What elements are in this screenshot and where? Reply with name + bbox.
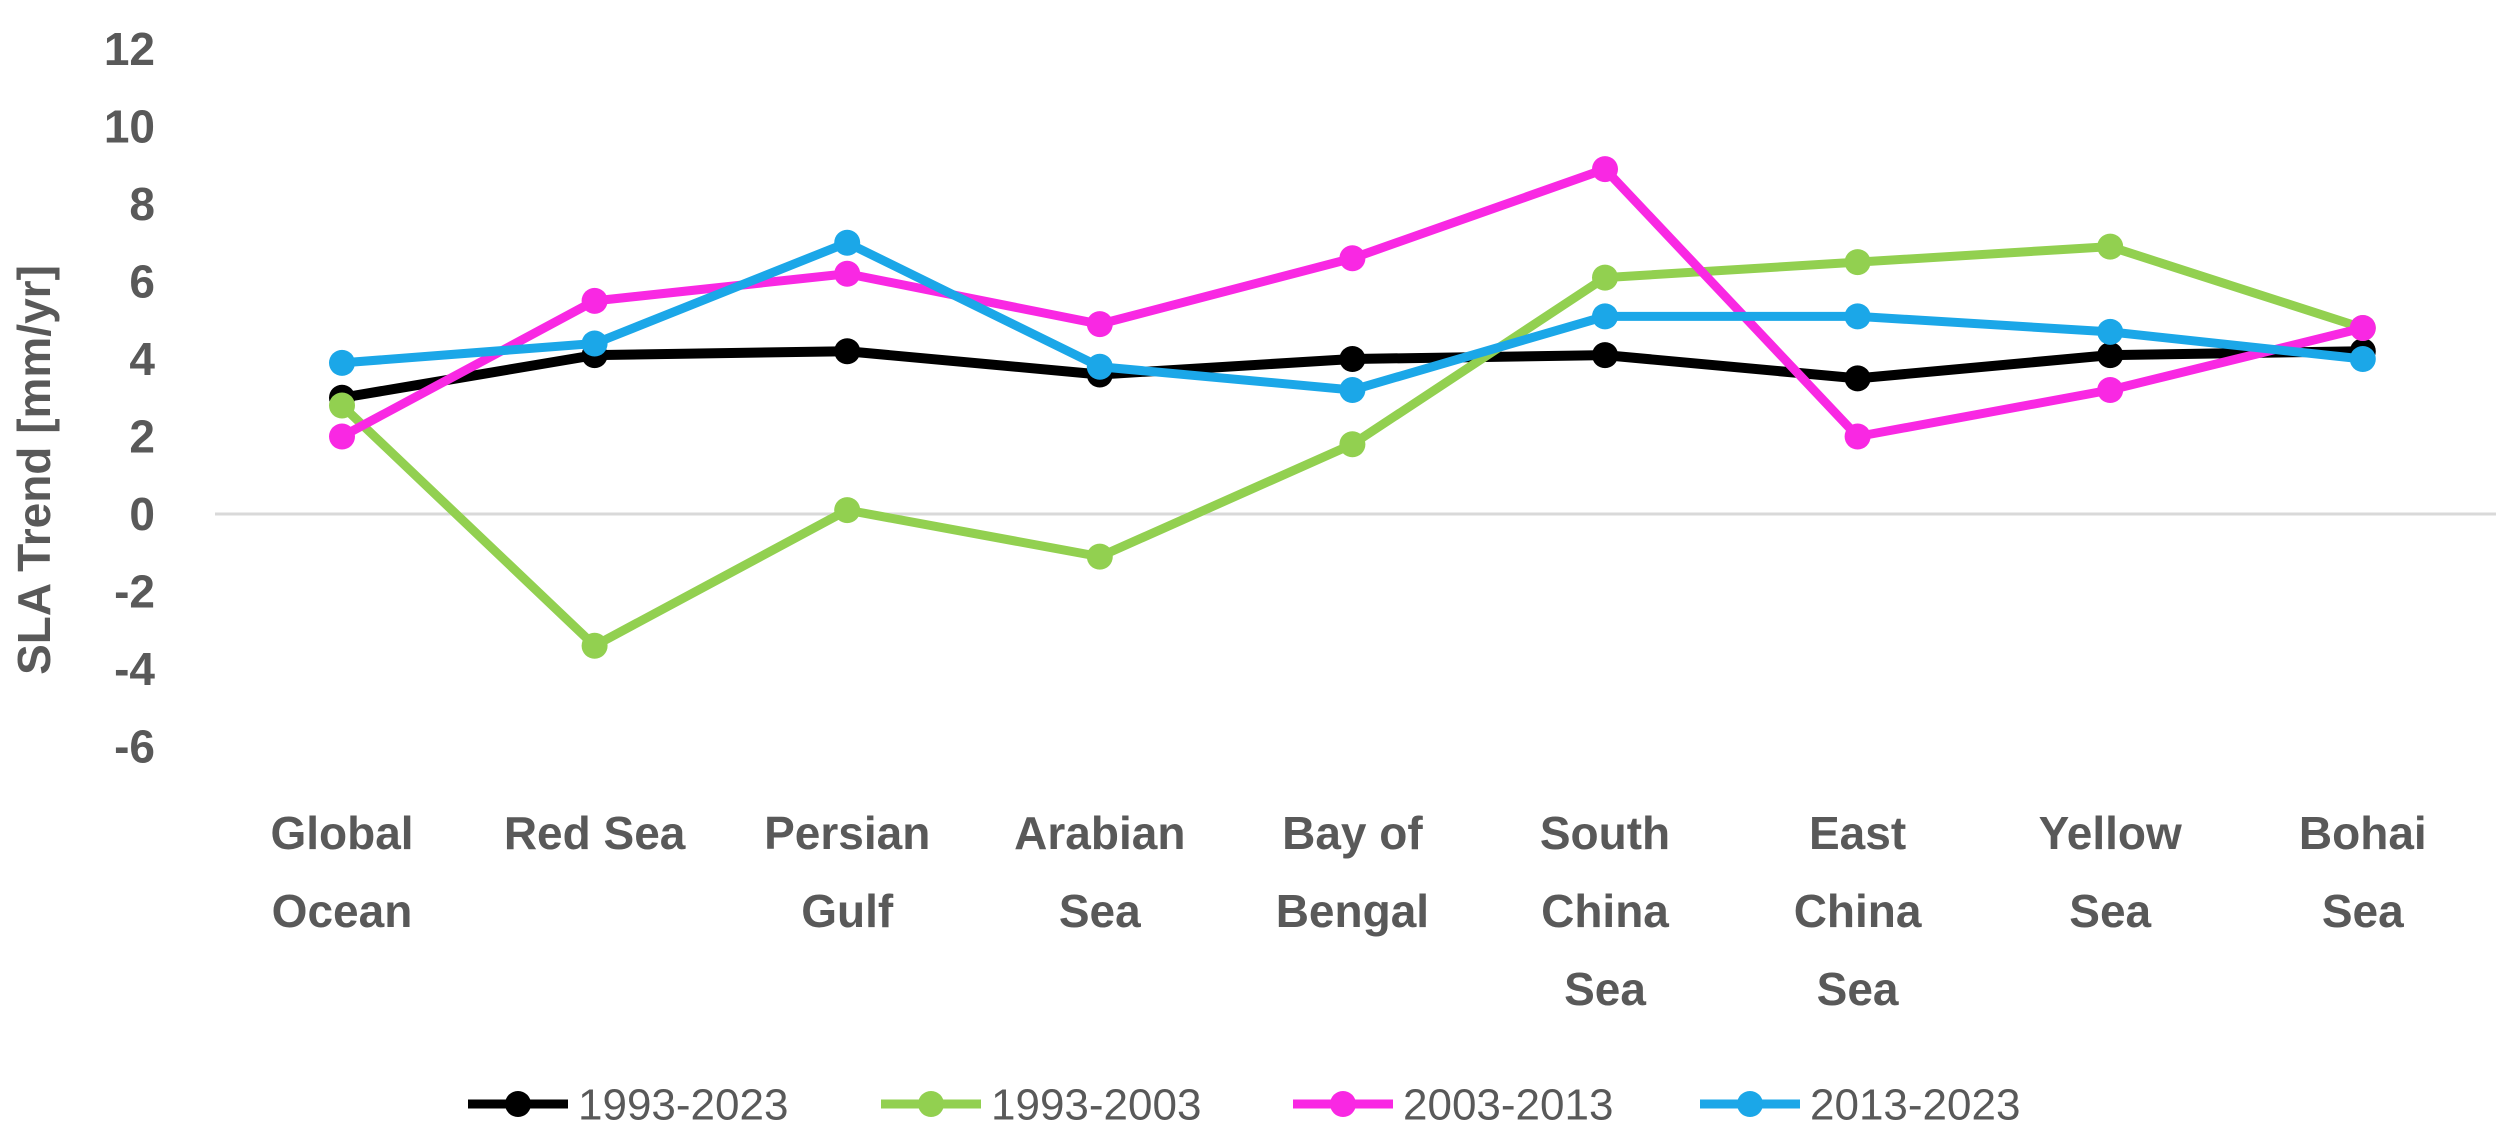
y-tick-10: 10	[104, 101, 155, 153]
point-2013-2023-Persian Gulf	[834, 229, 861, 256]
point-1993-2003-East China Sea	[1844, 249, 1871, 276]
point-2013-2023-East China Sea	[1844, 303, 1871, 330]
data-series	[329, 156, 2376, 659]
point-1993-2003-Yellow Sea	[2097, 233, 2124, 260]
category-label-line: Arabian	[1014, 807, 1185, 859]
point-2003-2013-Persian Gulf	[834, 260, 861, 287]
y-tick-2: 2	[129, 411, 155, 463]
category-label-Yellow Sea: Yellow Sea	[2039, 807, 2182, 937]
category-label-line: Red Sea	[504, 807, 686, 859]
category-label-line: South	[1540, 807, 1670, 859]
point-2003-2013-Bay of Bengal	[1339, 245, 1366, 272]
category-label-South China Sea: South China Sea	[1540, 807, 1670, 1015]
category-label-Global Ocean: Global Ocean	[270, 807, 413, 937]
point-2003-2013-Arabian Sea	[1086, 311, 1113, 338]
series-2003-2013	[329, 156, 2376, 450]
y-tick-6: 6	[129, 256, 155, 308]
category-label-Persian Gulf: Persian Gulf	[764, 807, 930, 937]
legend-item-1993-2023: 1993-2023	[468, 1080, 788, 1129]
point-2003-2013-Yellow Sea	[2097, 377, 2124, 403]
point-2003-2013-East China Sea	[1844, 423, 1871, 450]
category-label-line: Bengal	[1276, 885, 1429, 937]
point-2013-2023-Bay of Bengal	[1339, 377, 1366, 403]
legend-marker-dot	[918, 1091, 944, 1117]
point-1993-2003-Persian Gulf	[834, 497, 861, 524]
category-label-line: Yellow	[2039, 807, 2182, 859]
category-label-Red Sea: Red Sea	[504, 807, 686, 859]
legend-item-1993-2003: 1993-2003	[881, 1080, 1201, 1129]
category-label-line: Bohai	[2299, 807, 2427, 859]
point-2013-2023-Yellow Sea	[2097, 318, 2124, 345]
point-1993-2023-East China Sea	[1844, 365, 1871, 392]
legend-item-2013-2023: 2013-2023	[1700, 1080, 2020, 1129]
y-tick-8: 8	[129, 178, 155, 230]
point-2003-2013-South China Sea	[1592, 156, 1618, 183]
point-2003-2013-Bohai Sea	[2349, 315, 2376, 341]
series-1993-2003	[329, 233, 2376, 659]
point-2013-2023-Red Sea	[581, 330, 608, 357]
legend-label: 2003-2013	[1403, 1080, 1613, 1129]
y-tick-4: 4	[129, 333, 155, 385]
point-2013-2023-Bohai Sea	[2349, 346, 2376, 372]
y-tick-0: 0	[129, 488, 155, 540]
category-label-line: Bay of	[1282, 807, 1423, 859]
category-label-Bay of Bengal: Bay of Bengal	[1276, 807, 1429, 937]
series-1993-2023	[329, 338, 2376, 411]
category-label-line: Ocean	[272, 885, 413, 937]
y-tick--4: -4	[114, 643, 155, 695]
point-1993-2003-South China Sea	[1592, 264, 1618, 291]
legend-label: 1993-2023	[578, 1080, 788, 1129]
point-1993-2023-Bay of Bengal	[1339, 346, 1366, 372]
category-label-line: Sea	[1817, 963, 1899, 1015]
point-1993-2003-Arabian Sea	[1086, 543, 1113, 570]
series-2013-2023	[329, 229, 2376, 403]
legend-item-2003-2013: 2003-2013	[1293, 1080, 1613, 1129]
category-label-Arabian Sea: Arabian Sea	[1014, 807, 1185, 937]
point-2013-2023-South China Sea	[1592, 303, 1618, 330]
point-2003-2013-Red Sea	[581, 287, 608, 314]
category-label-line: Persian	[764, 807, 930, 859]
category-label-line: Global	[270, 807, 413, 859]
point-1993-2023-South China Sea	[1592, 342, 1618, 369]
legend-label: 2013-2023	[1810, 1080, 2020, 1129]
category-label-East China Sea: East China Sea	[1794, 807, 1922, 1015]
category-label-line: Gulf	[801, 885, 894, 937]
point-1993-2003-Bay of Bengal	[1339, 431, 1366, 458]
y-axis-title: SLA Trend [mm/yr]	[8, 265, 60, 675]
legend-marker-dot	[1330, 1091, 1356, 1117]
category-label-line: China	[1541, 885, 1669, 937]
category-label-line: Sea	[1059, 885, 1141, 937]
category-label-line: Sea	[1564, 963, 1646, 1015]
point-2013-2023-Global Ocean	[329, 349, 355, 376]
point-1993-2003-Red Sea	[581, 632, 608, 659]
legend: 1993-2023 1993-2003 2003-2013 2013-2023	[468, 1080, 2020, 1129]
point-1993-2023-Persian Gulf	[834, 338, 861, 365]
point-1993-2003-Global Ocean	[329, 392, 355, 419]
y-tick-12: 12	[104, 23, 155, 75]
category-label-line: Sea	[2322, 885, 2404, 937]
category-label-line: East	[1809, 807, 1906, 859]
category-label-line: China	[1794, 885, 1922, 937]
point-2013-2023-Arabian Sea	[1086, 353, 1113, 380]
legend-marker-dot	[505, 1091, 531, 1117]
point-2003-2013-Global Ocean	[329, 423, 355, 450]
y-tick--2: -2	[114, 566, 155, 618]
point-1993-2023-Yellow Sea	[2097, 342, 2124, 369]
y-axis-tick-labels: 12 10 8 6 4 2 0 -2 -4 -6	[104, 23, 156, 773]
legend-marker-dot	[1737, 1091, 1763, 1117]
category-label-line: Sea	[2069, 885, 2151, 937]
category-label-Bohai Sea: Bohai Sea	[2299, 807, 2427, 937]
legend-label: 1993-2003	[991, 1080, 1201, 1129]
y-tick--6: -6	[114, 721, 155, 773]
